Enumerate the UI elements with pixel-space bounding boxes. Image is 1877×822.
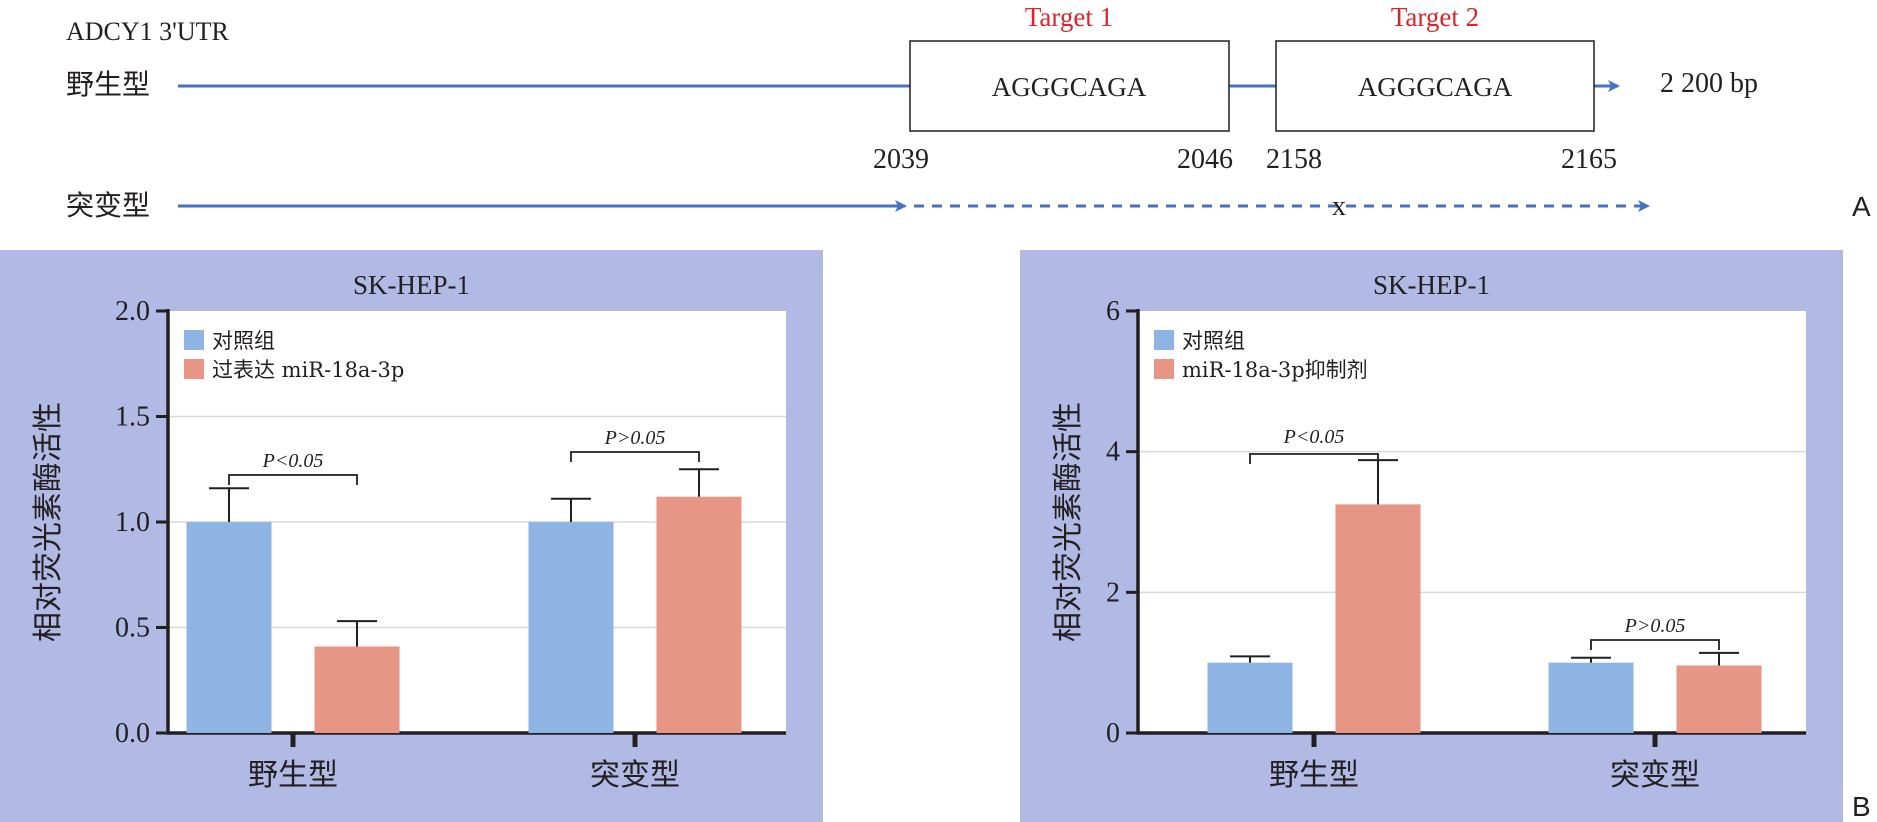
- x-category-label: 突变型: [1610, 758, 1700, 793]
- x-category-label: 野生型: [1269, 758, 1359, 793]
- utr-schematic: ADCY1 3'UTR 野生型 Target 1 AGGGCAGA Target…: [66, 2, 1871, 222]
- mutant-label: 突变型: [66, 190, 150, 222]
- y-tick-label: 0.5: [115, 613, 150, 644]
- significance-bracket: [570, 451, 700, 462]
- bar: [1548, 662, 1634, 733]
- target-1-end: 2046: [1177, 144, 1233, 175]
- mutation-mark: x: [1332, 191, 1346, 222]
- y-axis-label: 相对荧光素酶活性: [31, 402, 66, 642]
- bar: [314, 646, 400, 733]
- legend-label: 过表达 miR-18a-3p: [212, 358, 404, 382]
- target-2-end: 2165: [1561, 144, 1617, 175]
- target-1-label: Target 1: [1025, 2, 1113, 32]
- target-2-sequence: AGGGCAGA: [1358, 72, 1513, 102]
- y-tick-label: 1.0: [115, 507, 150, 538]
- target-1-sequence: AGGGCAGA: [992, 72, 1147, 102]
- significance-bracket: [1590, 639, 1720, 650]
- y-tick-label: 2: [1106, 577, 1120, 608]
- y-axis-label: 相对荧光素酶活性: [1051, 402, 1086, 642]
- legend-swatch: [1154, 359, 1174, 379]
- y-tick-label: 0.0: [115, 718, 150, 749]
- legend-label: 对照组: [1182, 329, 1245, 353]
- target-2-start: 2158: [1266, 144, 1322, 175]
- significance-annotation: P<0.05: [1283, 426, 1345, 448]
- legend-label: 对照组: [212, 329, 275, 353]
- significance-bracket: [228, 474, 358, 485]
- significance-annotation: P<0.05: [262, 450, 324, 472]
- bar: [1676, 665, 1762, 733]
- target-2-label: Target 2: [1391, 2, 1479, 32]
- bar: [656, 496, 742, 733]
- significance-annotation: P>0.05: [1624, 615, 1686, 637]
- legend-swatch: [1154, 330, 1174, 350]
- y-tick-label: 4: [1106, 437, 1120, 468]
- significance-annotation: P>0.05: [604, 427, 666, 449]
- panel-a-letter: A: [1852, 191, 1871, 222]
- bar: [1335, 504, 1421, 733]
- legend-swatch: [184, 330, 204, 350]
- chart-title: SK-HEP-1: [1373, 270, 1490, 300]
- x-category-label: 突变型: [590, 758, 680, 793]
- significance-bracket: [1249, 453, 1379, 464]
- length-label: 2 200 bp: [1660, 68, 1758, 99]
- y-tick-label: 6: [1106, 296, 1120, 327]
- chart-title: SK-HEP-1: [353, 270, 470, 300]
- bar: [186, 522, 272, 733]
- bar: [1207, 662, 1293, 733]
- y-tick-label: 1.5: [115, 402, 150, 433]
- y-tick-label: 0: [1106, 718, 1120, 749]
- wild-type-label: 野生型: [66, 69, 150, 101]
- legend-swatch: [184, 359, 204, 379]
- gene-label: ADCY1 3'UTR: [66, 17, 230, 46]
- y-tick-label: 2.0: [115, 296, 150, 327]
- bar: [528, 522, 614, 733]
- target-1-box: [909, 40, 1230, 132]
- x-category-label: 野生型: [248, 758, 338, 793]
- panel-b-letter: B: [1852, 791, 1871, 822]
- target-1-start: 2039: [873, 144, 929, 175]
- legend-label: miR-18a-3p抑制剂: [1182, 358, 1368, 382]
- target-2-box: [1275, 40, 1595, 132]
